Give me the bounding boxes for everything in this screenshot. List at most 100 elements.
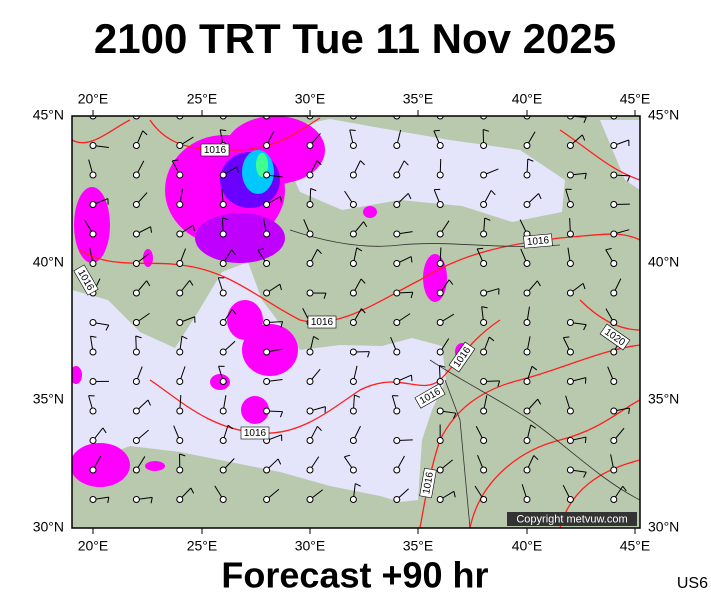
barb-station xyxy=(133,408,139,414)
barb-station xyxy=(264,290,270,296)
barb-station xyxy=(481,290,487,296)
barb-station xyxy=(90,379,96,385)
barb-station xyxy=(567,467,573,473)
barb-station xyxy=(177,172,183,178)
barb-station xyxy=(437,408,443,414)
barb-station xyxy=(350,143,356,149)
barb-station xyxy=(307,379,313,385)
barb-station xyxy=(524,497,530,503)
barb-station xyxy=(264,231,270,237)
barb-station xyxy=(611,261,617,267)
barb-station xyxy=(524,261,530,267)
lon-label: 20°E xyxy=(78,538,109,554)
barb-station xyxy=(567,143,573,149)
barb-station xyxy=(524,172,530,178)
isobar-label-text: 1016 xyxy=(244,428,267,439)
barb-station xyxy=(611,231,617,237)
barb-station xyxy=(611,497,617,503)
barb-station xyxy=(350,261,356,267)
barb-flag xyxy=(477,248,483,249)
barb-station xyxy=(611,290,617,296)
barb-station xyxy=(350,379,356,385)
barb-station xyxy=(611,467,617,473)
barb-station xyxy=(524,438,530,444)
barb-station xyxy=(350,438,356,444)
barb-station xyxy=(350,202,356,208)
lon-label: 20°E xyxy=(78,91,109,107)
barb-station xyxy=(481,143,487,149)
barb-station xyxy=(524,467,530,473)
barb-station xyxy=(437,202,443,208)
isobar-label: 1016 xyxy=(241,427,269,439)
barb-station xyxy=(481,438,487,444)
barb-station xyxy=(307,261,313,267)
barb-flag xyxy=(585,378,586,384)
barb-station xyxy=(133,497,139,503)
lon-label: 35°E xyxy=(403,538,434,554)
barb-station xyxy=(133,172,139,178)
lat-label: 35°N xyxy=(33,391,64,407)
copyright: Copyright metvuw.com xyxy=(516,513,627,525)
barb-station xyxy=(611,438,617,444)
barb-station xyxy=(177,349,183,355)
barb-station xyxy=(133,231,139,237)
barb-station xyxy=(350,467,356,473)
barb-station xyxy=(177,261,183,267)
barb-station xyxy=(177,143,183,149)
isobar-label-text: 1016 xyxy=(526,235,550,248)
lat-label: 40°N xyxy=(33,254,64,270)
barb-station xyxy=(350,497,356,503)
barb-station xyxy=(177,320,183,326)
barb-station xyxy=(567,261,573,267)
barb-station xyxy=(307,143,313,149)
barb-station xyxy=(220,379,226,385)
barb-station xyxy=(394,231,400,237)
lat-label: 30°N xyxy=(33,519,64,535)
barb-station xyxy=(437,231,443,237)
barb-station xyxy=(437,379,443,385)
title: 2100 TRT Tue 11 Nov 2025 xyxy=(94,15,616,62)
barb-flag xyxy=(585,437,586,443)
barb-station xyxy=(307,172,313,178)
barb-station xyxy=(307,290,313,296)
isobar-label: 1016 xyxy=(201,144,229,156)
barb-station xyxy=(524,143,530,149)
barb-station xyxy=(90,261,96,267)
barb-station xyxy=(611,320,617,326)
barb-station xyxy=(264,261,270,267)
isobar-label-text: 1016 xyxy=(311,317,334,328)
barb-station xyxy=(90,320,96,326)
lon-label: 45°E xyxy=(620,538,651,554)
barb-station xyxy=(90,143,96,149)
lat-label: 40°N xyxy=(648,254,679,270)
barb-station xyxy=(177,290,183,296)
barb-station xyxy=(481,379,487,385)
barb-station xyxy=(481,320,487,326)
barb-station xyxy=(177,379,183,385)
barb-station xyxy=(481,202,487,208)
barb-station xyxy=(611,172,617,178)
barb-station xyxy=(133,379,139,385)
barb-station xyxy=(220,202,226,208)
barb-station xyxy=(220,320,226,326)
barb-station xyxy=(307,438,313,444)
barb-station xyxy=(264,320,270,326)
barb-station xyxy=(567,202,573,208)
barb-station xyxy=(220,231,226,237)
lat-label: 30°N xyxy=(648,519,679,535)
barb-station xyxy=(307,349,313,355)
barb-station xyxy=(524,408,530,414)
lon-label: 25°E xyxy=(187,538,218,554)
barb-station xyxy=(307,202,313,208)
barb-station xyxy=(611,143,617,149)
barb-station xyxy=(264,467,270,473)
barb-station xyxy=(220,261,226,267)
barb-station xyxy=(611,379,617,385)
barb-station xyxy=(133,320,139,326)
barb-station xyxy=(481,408,487,414)
barb-station xyxy=(481,467,487,473)
barb-station xyxy=(567,290,573,296)
barb-station xyxy=(394,408,400,414)
lon-label: 45°E xyxy=(620,91,651,107)
